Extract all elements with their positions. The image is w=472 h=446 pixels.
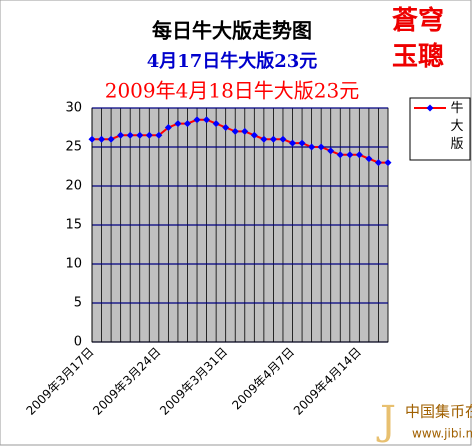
y-tick-label: 0 <box>74 335 82 350</box>
marker <box>203 116 211 124</box>
y-tick-label: 5 <box>74 296 82 311</box>
marker <box>260 135 268 143</box>
marker <box>145 131 153 139</box>
marker <box>117 131 125 139</box>
marker <box>107 135 115 143</box>
marker <box>269 135 277 143</box>
annotation: 2009年4月18日牛大版23元 <box>105 79 360 103</box>
logo: 玉聰 <box>392 41 444 72</box>
y-tick-label: 15 <box>65 218 82 233</box>
marker <box>346 151 354 159</box>
marker <box>136 131 144 139</box>
marker <box>212 120 220 128</box>
marker <box>126 131 134 139</box>
marker <box>88 135 96 143</box>
marker <box>289 139 297 147</box>
marker <box>355 151 363 159</box>
marker <box>164 124 172 131</box>
marker <box>279 135 287 143</box>
y-tick-label: 25 <box>65 140 82 155</box>
marker <box>241 127 249 135</box>
marker <box>365 155 373 163</box>
legend-marker <box>426 104 434 112</box>
marker <box>317 143 325 151</box>
chart-title: 每日牛大版走势图 <box>152 19 312 43</box>
y-tick-label: 10 <box>65 257 82 272</box>
watermark: 中国集币在线 <box>405 403 472 421</box>
marker <box>250 131 258 139</box>
y-tick-label: 30 <box>65 101 82 116</box>
marker <box>193 116 201 124</box>
marker <box>374 159 382 167</box>
watermark-logo: J <box>376 398 396 444</box>
legend-char: 版 <box>450 137 463 152</box>
legend-label: 牛大版 <box>450 101 463 152</box>
logo: 蒼穹 <box>392 5 444 36</box>
marker <box>183 120 191 128</box>
marker <box>231 127 239 135</box>
marker <box>308 143 316 151</box>
marker <box>98 135 106 143</box>
marker <box>298 139 306 147</box>
y-tick-label: 20 <box>65 179 82 194</box>
marker <box>327 147 335 155</box>
chart-subtitle: 4月17日牛大版23元 <box>147 50 318 72</box>
marker <box>384 159 392 167</box>
marker <box>336 151 344 159</box>
marker <box>174 120 182 128</box>
marker <box>222 124 230 131</box>
legend-char: 牛 <box>450 101 463 116</box>
legend-char: 大 <box>450 119 463 134</box>
watermark: www.jibi.net <box>412 427 472 441</box>
marker <box>155 131 163 139</box>
